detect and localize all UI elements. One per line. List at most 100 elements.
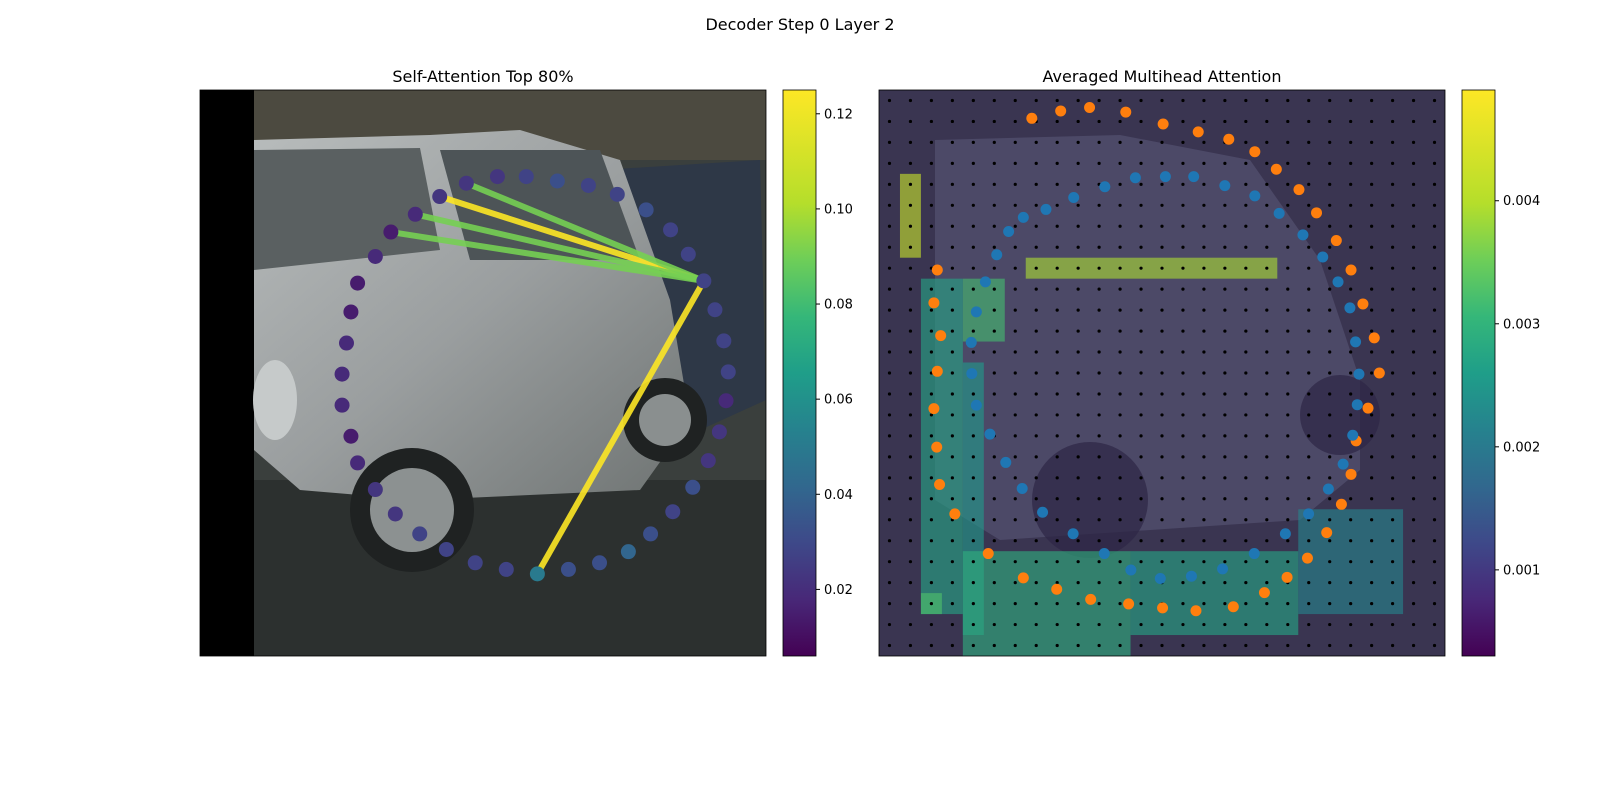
grid-dot <box>971 476 975 480</box>
grid-dot <box>908 140 913 145</box>
attention-line-2 <box>414 211 705 284</box>
grid-dot <box>1411 455 1416 459</box>
grid-dot <box>1432 98 1437 103</box>
blue-point-8 <box>1249 190 1261 202</box>
grid-dot <box>1286 497 1290 501</box>
grid-dot <box>1265 266 1269 270</box>
grid-dot <box>1055 308 1059 312</box>
orange-point-35 <box>928 403 940 415</box>
grid-dot <box>1223 119 1227 124</box>
grid-dot <box>929 308 934 312</box>
grid-dot <box>1034 476 1038 480</box>
grid-dot <box>1013 413 1017 417</box>
grid-dot <box>992 622 996 627</box>
grid-dot <box>1181 119 1185 124</box>
grid-dot <box>971 560 975 564</box>
grid-dot <box>1097 622 1101 627</box>
grid-dot <box>992 413 996 417</box>
grid-dot <box>1139 601 1143 606</box>
attention-lines <box>390 180 707 576</box>
orange-point-6 <box>1223 133 1235 145</box>
contour-point-31 <box>334 397 350 413</box>
contour-point-38 <box>467 555 483 571</box>
grid-dot <box>1160 245 1164 249</box>
grid-dot <box>1223 581 1227 585</box>
grid-dot <box>1223 434 1227 438</box>
contour-point-18 <box>580 177 596 193</box>
contour-point-17 <box>609 186 625 202</box>
grid-dot <box>1432 203 1437 207</box>
grid-dot <box>1244 98 1248 103</box>
grid-dot <box>929 203 934 207</box>
grid-dot <box>1160 287 1164 291</box>
grid-dot <box>1432 476 1437 480</box>
grid-dot <box>950 455 954 459</box>
grid-dot <box>1370 350 1374 354</box>
grid-dot <box>1034 182 1038 186</box>
contour-point-11 <box>716 333 732 349</box>
grid-dot <box>1244 245 1248 249</box>
grid-dot <box>1076 581 1080 585</box>
grid-dot <box>992 643 996 648</box>
grid-dot <box>1139 560 1143 564</box>
grid-dot <box>1013 497 1017 501</box>
grid-dot <box>1307 371 1311 375</box>
grid-dot <box>1202 203 1206 207</box>
grid-dot <box>1223 203 1227 207</box>
grid-dot <box>1349 119 1353 124</box>
grid-dot <box>1013 643 1017 648</box>
grid-dot <box>950 266 954 270</box>
grid-dot <box>908 455 913 459</box>
grid-dot <box>1097 224 1101 228</box>
grid-dot <box>1181 371 1185 375</box>
grid-dot <box>1013 119 1017 124</box>
grid-dot <box>887 245 892 249</box>
grid-dot <box>1244 140 1248 145</box>
grid-dot <box>1390 539 1395 543</box>
blue-point-3 <box>1099 181 1111 193</box>
grid-dot <box>1013 371 1017 375</box>
blue-point-14 <box>1350 336 1362 348</box>
grid-dot <box>1055 392 1059 396</box>
grid-dot <box>1411 434 1416 438</box>
grid-dot <box>1181 161 1185 165</box>
grid-dot <box>1034 497 1038 501</box>
grid-dot <box>1244 392 1248 396</box>
blue-point-25 <box>1154 572 1166 584</box>
grid-dot <box>929 518 934 522</box>
grid-dot <box>887 140 892 145</box>
grid-dot <box>1370 245 1374 249</box>
grid-dot <box>1349 350 1353 354</box>
grid-dot <box>1223 245 1227 249</box>
grid-dot <box>950 581 954 585</box>
grid-dot <box>1013 581 1017 585</box>
grid-dot <box>1432 287 1437 291</box>
grid-dot <box>1411 601 1416 606</box>
grid-dot <box>1265 601 1269 606</box>
grid-dot <box>1390 329 1395 333</box>
grid-dot <box>1118 308 1122 312</box>
grid-dot <box>1307 203 1311 207</box>
grid-dot <box>1244 203 1248 207</box>
blue-point-20 <box>1303 508 1315 520</box>
grid-dot <box>929 434 934 438</box>
blue-point-33 <box>970 399 982 411</box>
grid-dot <box>1411 643 1416 648</box>
contour-point-15 <box>663 222 679 238</box>
heatmap-region-4 <box>962 551 1131 656</box>
orange-point-21 <box>1301 552 1313 564</box>
orange-point-38 <box>928 297 940 309</box>
grid-dot <box>1349 413 1353 417</box>
grid-dot <box>908 371 913 375</box>
blue-point-6 <box>1188 171 1200 183</box>
grid-dot <box>1139 581 1143 585</box>
grid-dot <box>1370 497 1374 501</box>
grid-dot <box>1265 245 1269 249</box>
grid-dot <box>1286 434 1290 438</box>
grid-dot <box>1013 539 1017 543</box>
left-colorbar: 0.02 0.04 0.06 0.08 0.10 0.12 <box>782 89 853 657</box>
grid-dot <box>1370 98 1374 103</box>
grid-dot <box>1328 643 1332 648</box>
grid-dot <box>1097 643 1101 648</box>
grid-dot <box>1118 287 1122 291</box>
